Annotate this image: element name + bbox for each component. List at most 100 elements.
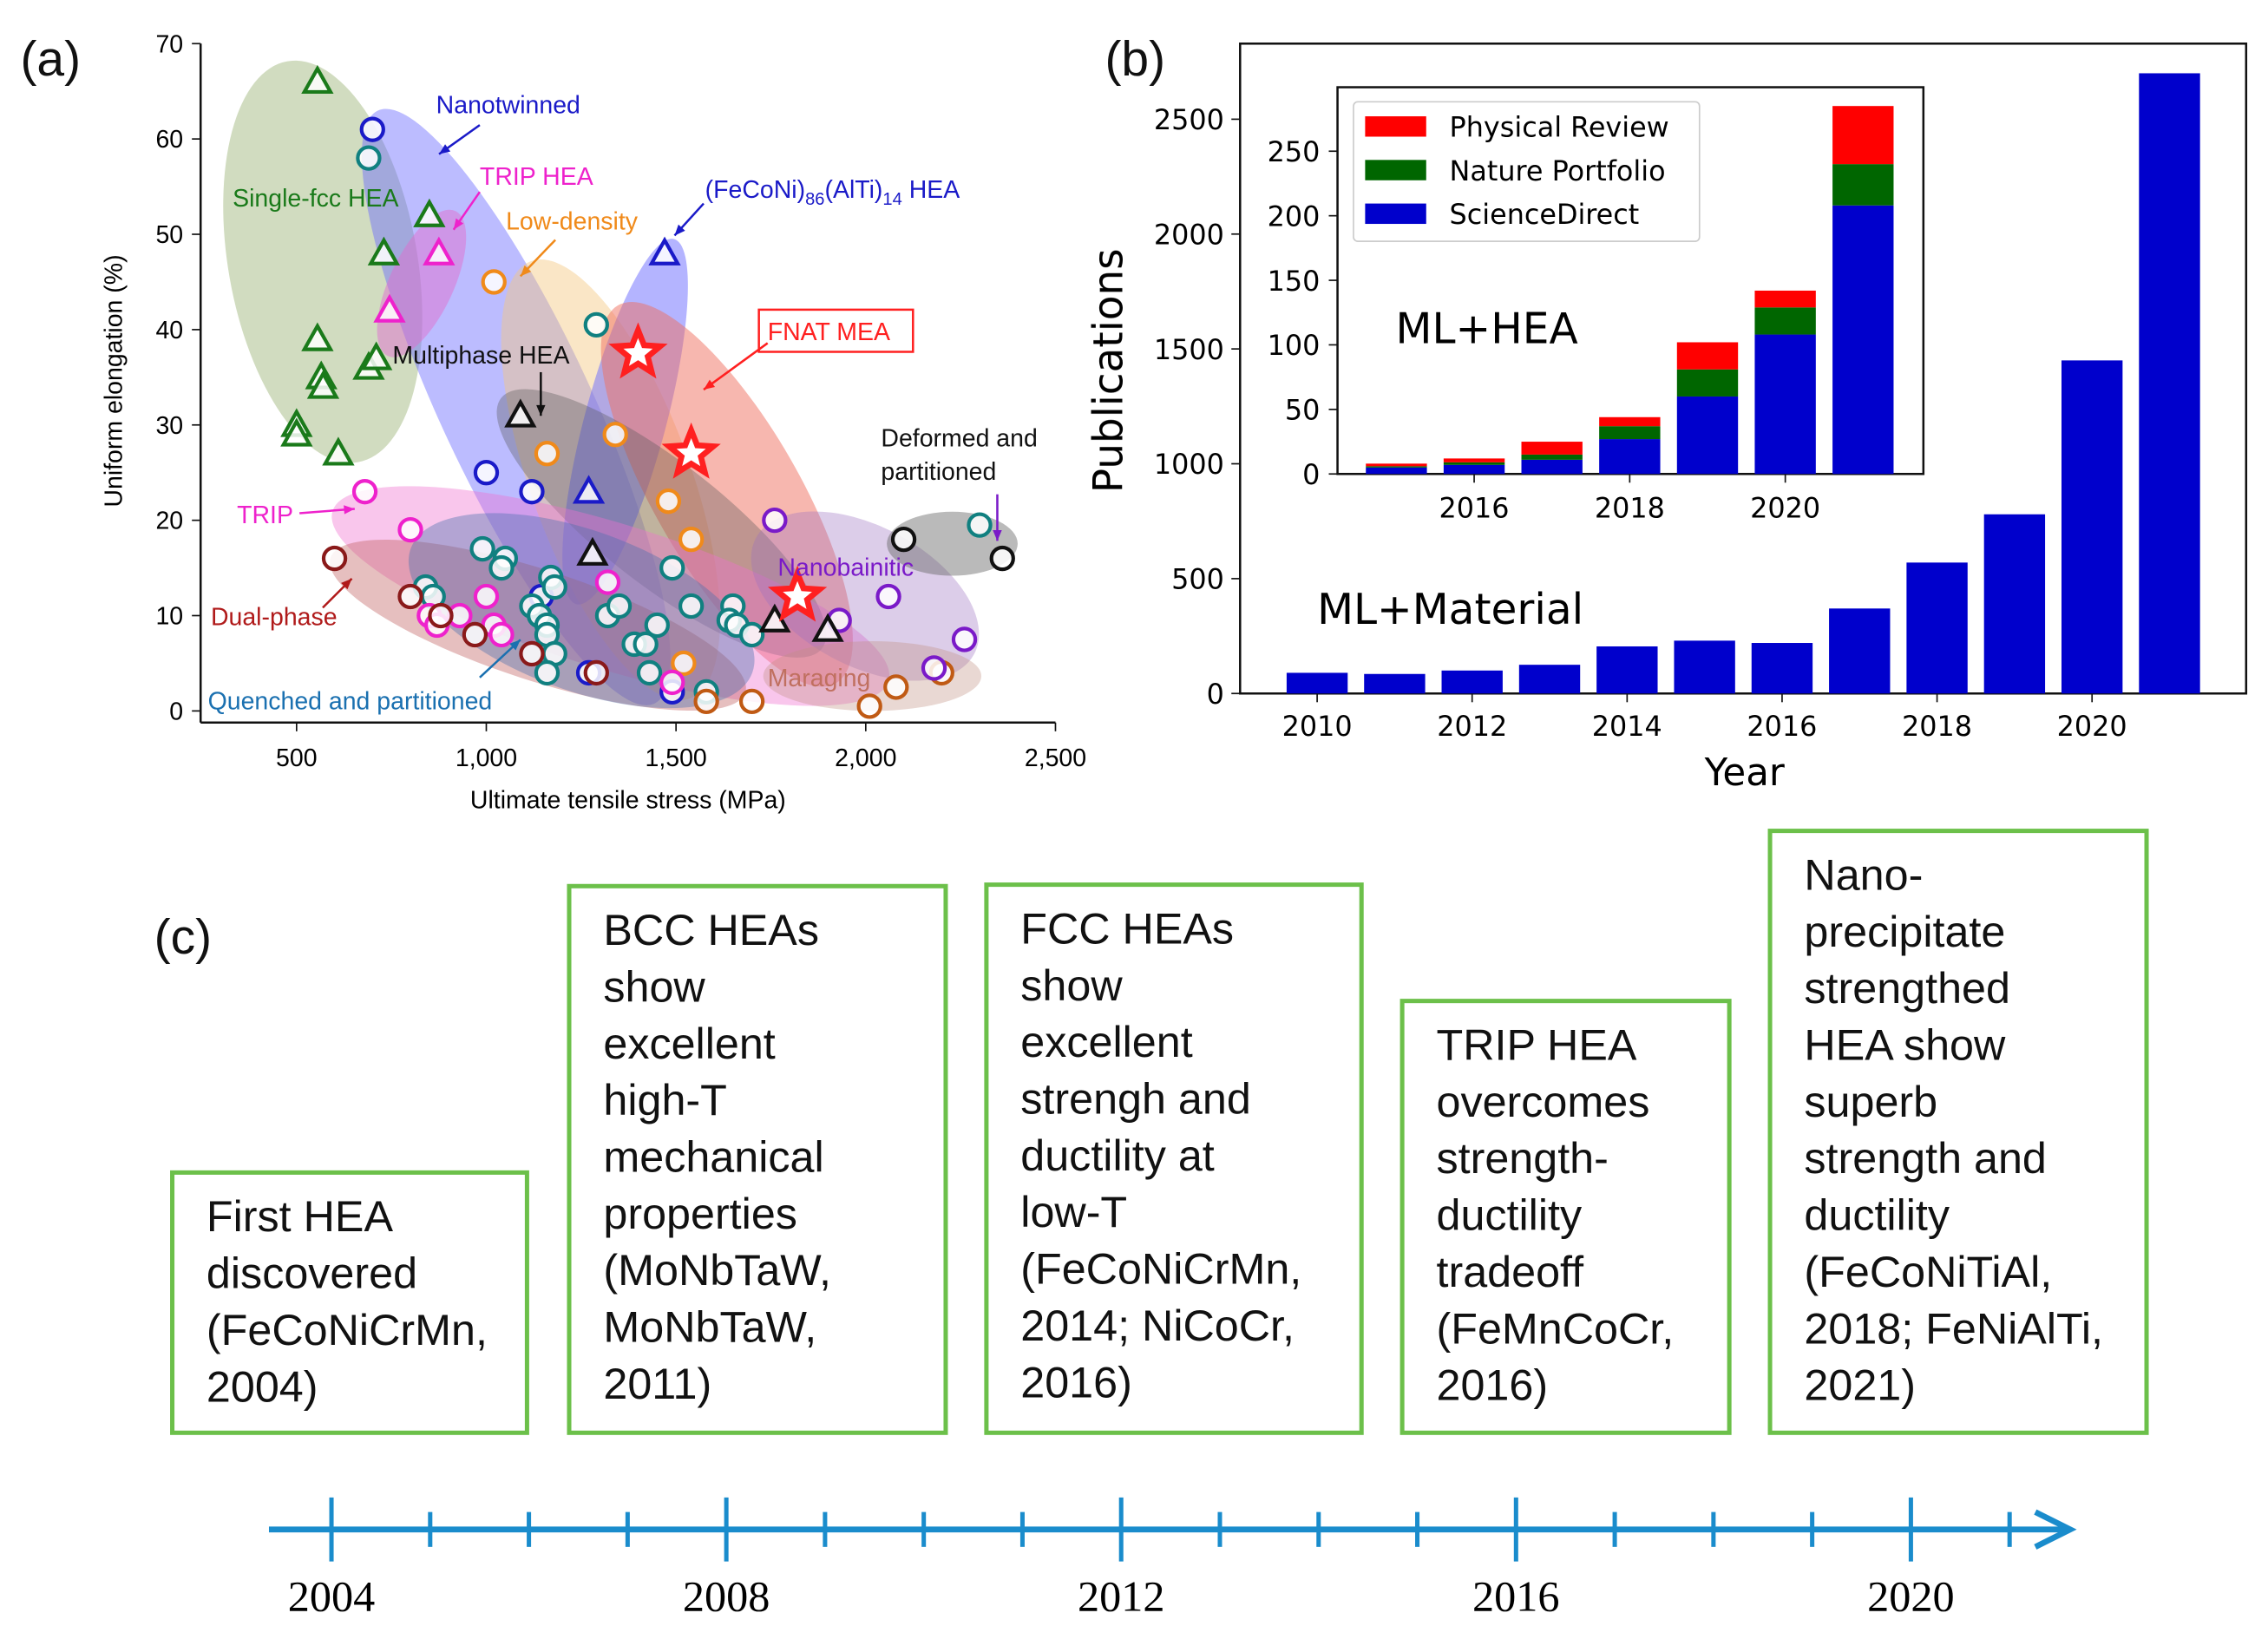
inset-y-tick-label: 50 bbox=[1285, 394, 1321, 427]
data-point-circle bbox=[951, 626, 978, 652]
data-point-circle bbox=[856, 693, 882, 719]
stacked-bar-segment bbox=[1676, 396, 1739, 475]
event-text-line: strength- bbox=[1436, 1135, 1609, 1183]
annotation-label: Quenched and partitioned bbox=[208, 688, 493, 716]
event-text-line: high-T bbox=[603, 1077, 727, 1125]
data-point-circle bbox=[534, 441, 560, 467]
y-tick-label: 1000 bbox=[1154, 448, 1224, 481]
timeline-year-label: 2004 bbox=[288, 1572, 376, 1621]
region-ellipse bbox=[751, 511, 980, 681]
x-tick-label: 1,500 bbox=[646, 744, 707, 772]
stacked-bar-segment bbox=[1443, 464, 1505, 475]
bar bbox=[1518, 665, 1581, 694]
event-text-line: excellent bbox=[1020, 1019, 1193, 1067]
data-point-triangle bbox=[322, 436, 355, 466]
bar bbox=[1829, 608, 1891, 694]
data-point-circle bbox=[693, 688, 719, 715]
data-point-circle bbox=[488, 554, 515, 581]
event-text-line: (MoNbTaW, bbox=[603, 1247, 831, 1295]
legend-label: ScienceDirect bbox=[1450, 198, 1640, 231]
arrow-head bbox=[993, 529, 1002, 541]
x-tick-label: 2018 bbox=[1902, 710, 1972, 743]
data-point-circle bbox=[594, 569, 621, 595]
event-text-line: 2016) bbox=[1436, 1362, 1549, 1411]
event-text-line: show bbox=[1020, 962, 1123, 1011]
data-point-triangle bbox=[360, 341, 393, 370]
data-point-triangle bbox=[572, 475, 606, 504]
annotation-label: Low-density bbox=[506, 208, 639, 236]
scatter-chart-a: 500 1,000 1,500 2,000 2,500 0 10 20 30 40 50 60 70 Ul… bbox=[101, 30, 1086, 814]
timeline-year-label: 2012 bbox=[1078, 1572, 1165, 1621]
annotation-part: (FeCoNi) bbox=[705, 176, 805, 204]
x-axis-label: Year bbox=[1704, 751, 1785, 795]
arrow-head bbox=[536, 404, 546, 416]
timeline-arrow-icon bbox=[2034, 1509, 2077, 1550]
event-text-line: strength and bbox=[1804, 1135, 2047, 1183]
data-point-circle bbox=[738, 621, 765, 648]
event-text-line: ductility bbox=[1804, 1191, 1950, 1241]
event-text-line: properties bbox=[603, 1190, 797, 1239]
stacked-bar-segment bbox=[1521, 442, 1583, 455]
annotation-label: Dual-phase bbox=[211, 604, 338, 632]
data-point-circle bbox=[481, 269, 507, 295]
inset-y-tick-label: 0 bbox=[1302, 458, 1320, 491]
y-tick-label: 40 bbox=[155, 317, 183, 344]
event-text-line: overcomes bbox=[1436, 1079, 1650, 1127]
annotation-label: partitioned bbox=[881, 458, 996, 486]
y-tick-label: 70 bbox=[155, 30, 183, 58]
data-point-triangle bbox=[280, 417, 313, 447]
panel-label-c: (c) bbox=[154, 909, 213, 966]
annotation-part: HEA bbox=[902, 176, 960, 204]
event-text-line: tradeoff bbox=[1436, 1249, 1584, 1297]
annotation-label: Single-fcc HEA bbox=[233, 185, 398, 213]
data-point-circle bbox=[428, 602, 454, 629]
data-point-circle bbox=[890, 526, 917, 553]
legend-swatch bbox=[1365, 116, 1426, 137]
region-ellipse bbox=[331, 486, 890, 706]
y-tick-label: 50 bbox=[155, 221, 183, 249]
x-tick-label: 2,500 bbox=[1025, 744, 1086, 772]
y-tick-label: 60 bbox=[155, 126, 183, 154]
x-tick-label: 2012 bbox=[1437, 710, 1507, 743]
y-tick-label: 0 bbox=[169, 698, 183, 725]
bar bbox=[1441, 670, 1503, 694]
event-text-line: (FeCoNiCrMn, bbox=[206, 1307, 488, 1355]
stacked-bar-segment bbox=[1676, 369, 1739, 397]
data-point-circle bbox=[989, 545, 1015, 572]
annotation-part: (AlTi) bbox=[824, 176, 882, 204]
y-tick-label: 30 bbox=[155, 412, 183, 440]
inset-y-tick-label: 200 bbox=[1268, 200, 1321, 233]
event-text-line: BCC HEAs bbox=[603, 907, 819, 955]
x-tick-label: 2020 bbox=[2057, 710, 2127, 743]
annotation-label: Maraging bbox=[768, 665, 871, 692]
data-point-triangle bbox=[373, 293, 406, 323]
event-text-line: 2004) bbox=[206, 1363, 318, 1413]
legend-swatch bbox=[1365, 203, 1426, 225]
annotation-label: Nanobainitic bbox=[777, 554, 914, 582]
stacked-bar-segment bbox=[1832, 164, 1894, 206]
event-text-line: 2016) bbox=[1020, 1359, 1132, 1407]
data-point-circle bbox=[473, 583, 500, 610]
timeline-event-box: BCC HEAs show excellent high-T mechanical pro… bbox=[567, 883, 948, 1435]
y-tick-label: 2500 bbox=[1154, 103, 1224, 136]
data-point-circle bbox=[655, 488, 682, 515]
bar bbox=[1751, 643, 1813, 694]
annotation-label: TRIP bbox=[237, 502, 293, 529]
event-text-line: (FeCoNiCrMn, bbox=[1020, 1245, 1302, 1295]
timeline-year-label: 2020 bbox=[1867, 1572, 1955, 1621]
stacked-bar-segment bbox=[1521, 454, 1583, 460]
region-ellipse bbox=[496, 389, 827, 658]
stacked-bar-segment bbox=[1599, 416, 1661, 427]
y-tick-label: 2000 bbox=[1154, 219, 1224, 252]
event-text-line: ductility bbox=[1436, 1191, 1583, 1241]
stacked-bar-segment bbox=[1676, 342, 1739, 370]
event-text-line: MoNbTaW, bbox=[603, 1304, 817, 1353]
inset-x-tick-label: 2018 bbox=[1595, 492, 1665, 525]
data-point-star bbox=[767, 565, 828, 622]
chart-title-ml-hea: ML+HEA bbox=[1396, 305, 1578, 353]
event-text-line: 2018; FeNiAlTi, bbox=[1804, 1305, 2103, 1354]
timeline-event-box: FCC HEAs show excellent strengh and ductilit… bbox=[984, 882, 1364, 1435]
legend-label: Nature Portfolio bbox=[1450, 154, 1666, 187]
event-text-line: show bbox=[603, 963, 705, 1013]
